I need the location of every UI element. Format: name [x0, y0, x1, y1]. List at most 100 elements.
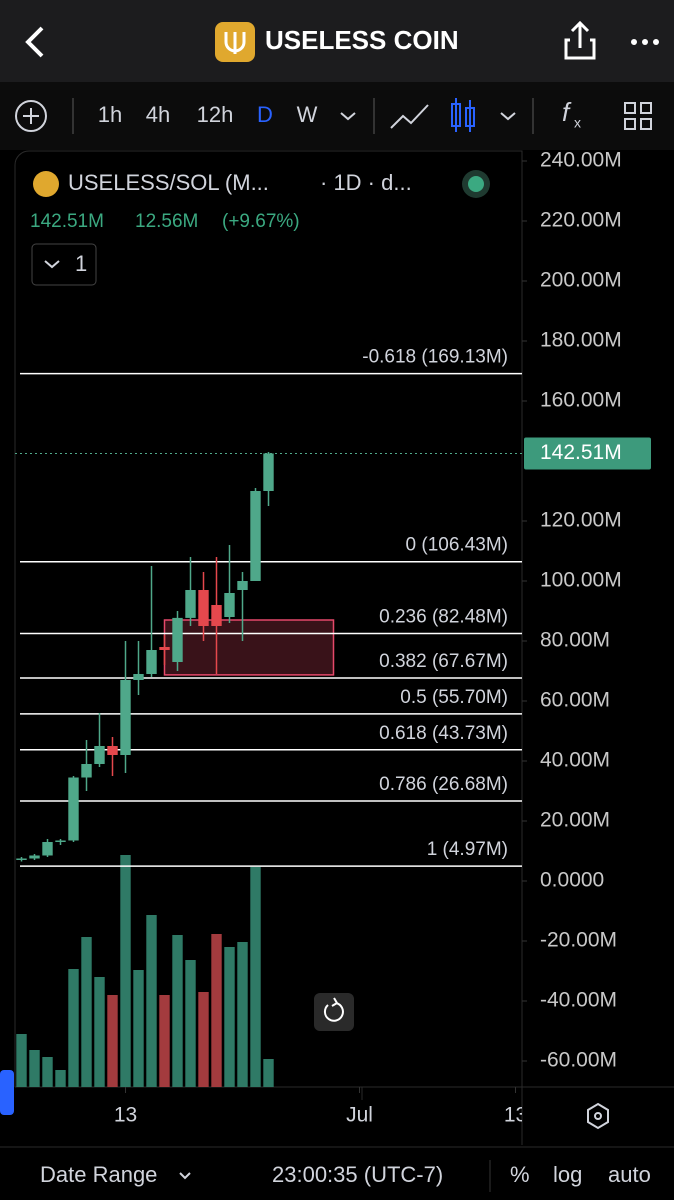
zone-box	[163, 619, 335, 676]
chart-panel	[14, 150, 523, 1087]
volume-bar	[81, 937, 92, 1087]
svg-text:x: x	[574, 115, 581, 131]
x-tick-label: Jul	[346, 1104, 373, 1127]
log-toggle[interactable]: log	[553, 1162, 582, 1187]
y-tick-label: 120.00M	[540, 509, 622, 532]
status-dot	[468, 176, 484, 192]
fib-label: 0 (106.43M)	[406, 535, 508, 556]
volume-bar	[250, 867, 261, 1087]
legend-icon	[33, 171, 59, 197]
back-button[interactable]	[25, 26, 44, 58]
legend-interval: · 1D · d...	[320, 170, 412, 195]
candle-body	[237, 581, 248, 591]
y-tick-label: 0.0000	[540, 869, 604, 892]
candle-body	[94, 745, 105, 764]
y-tick-label: -40.00M	[540, 989, 617, 1012]
volume-bar	[159, 995, 170, 1087]
candle-body	[263, 453, 274, 492]
interval-button[interactable]: D	[257, 102, 273, 127]
fib-label: 0.5 (55.70M)	[400, 687, 508, 708]
y-tick-label: 240.00M	[540, 149, 622, 172]
candle-body	[198, 590, 209, 626]
volume-bar	[16, 1034, 27, 1087]
interval-button[interactable]: W	[297, 102, 318, 127]
x-tick-label: 13	[114, 1104, 137, 1127]
candle-body	[146, 649, 157, 674]
interval-button[interactable]: 1h	[98, 102, 122, 127]
candle-body	[107, 745, 118, 755]
y-tick-label: 180.00M	[540, 329, 622, 352]
y-tick-label: 40.00M	[540, 749, 610, 772]
fib-label: 0.382 (67.67M)	[379, 651, 508, 672]
volume-bar	[29, 1050, 40, 1087]
candle-body	[159, 646, 170, 650]
more-button[interactable]	[631, 39, 659, 45]
volume-bar	[120, 855, 131, 1087]
volume-bar	[55, 1070, 66, 1087]
indicator-count: 1	[75, 251, 87, 276]
y-tick-label: 100.00M	[540, 569, 622, 592]
candle-body	[185, 590, 196, 618]
settings-button[interactable]	[587, 1102, 609, 1130]
volume-bar	[172, 935, 183, 1087]
fib-label: 0.618 (43.73M)	[379, 723, 508, 744]
volume-bar	[224, 947, 235, 1087]
plot-area: 13 Jul 13 -0.618 (169.13M) 0 (106.43M) 0.236 …	[16, 347, 527, 1127]
toolbar	[0, 82, 674, 150]
candle-body	[133, 673, 144, 680]
candle-body	[81, 763, 92, 778]
candle-body	[16, 858, 27, 860]
x-tick-label: 13	[504, 1104, 527, 1127]
title: USELESS COIN	[265, 25, 459, 55]
y-tick-label: 160.00M	[540, 389, 622, 412]
volume-bar	[146, 915, 157, 1087]
candle-body	[55, 840, 66, 842]
legend-change: 12.56M	[135, 211, 198, 232]
candle-body	[68, 777, 79, 841]
header-bar	[0, 0, 674, 82]
indicator-button[interactable]: f	[562, 97, 572, 127]
volume-bar	[133, 970, 144, 1087]
y-tick-label: 220.00M	[540, 209, 622, 232]
interval-button[interactable]: 12h	[197, 102, 234, 127]
volume-bar	[185, 960, 196, 1087]
reset-button[interactable]	[314, 993, 354, 1031]
date-range[interactable]: Date Range	[40, 1162, 157, 1187]
candle-body	[224, 593, 235, 618]
volume-bar	[198, 992, 209, 1087]
volume-bar	[94, 977, 105, 1087]
percent-toggle[interactable]: %	[510, 1162, 530, 1187]
volume-bar	[237, 942, 248, 1087]
fib-label: 1 (4.97M)	[427, 839, 508, 860]
auto-toggle[interactable]: auto	[608, 1162, 651, 1187]
candle-body	[172, 617, 183, 662]
collapse-button[interactable]	[31, 243, 97, 286]
add-button[interactable]	[15, 100, 47, 132]
line-tool[interactable]	[390, 104, 429, 129]
interval-button[interactable]: 4h	[146, 102, 170, 127]
legend-change-pct: (+9.67%)	[222, 211, 300, 232]
fib-label: -0.618 (169.13M)	[362, 347, 508, 368]
y-tick-label: 60.00M	[540, 689, 610, 712]
candle-body	[250, 491, 261, 582]
y-tick-label: 80.00M	[540, 629, 610, 652]
fib-label: 0.236 (82.48M)	[379, 607, 508, 628]
y-tick-label: -60.00M	[540, 1049, 617, 1072]
candle-body	[120, 679, 131, 755]
y-tick-label: 200.00M	[540, 269, 622, 292]
y-tick-label: 20.00M	[540, 809, 610, 832]
share-button[interactable]	[564, 20, 596, 60]
clock: 23:00:35 (UTC-7)	[272, 1162, 443, 1187]
y-tick-label: -20.00M	[540, 929, 617, 952]
candle-body	[211, 605, 222, 626]
last-price-tag	[524, 437, 651, 470]
candle-body	[29, 855, 40, 859]
last-price-label: 142.51M	[540, 441, 622, 464]
volume-bar	[107, 995, 118, 1087]
volume-bar	[263, 1059, 274, 1087]
legend-symbol: USELESS/SOL (M...	[68, 170, 269, 195]
legend-price: 142.51M	[30, 211, 104, 232]
side-tab[interactable]	[0, 1070, 14, 1115]
